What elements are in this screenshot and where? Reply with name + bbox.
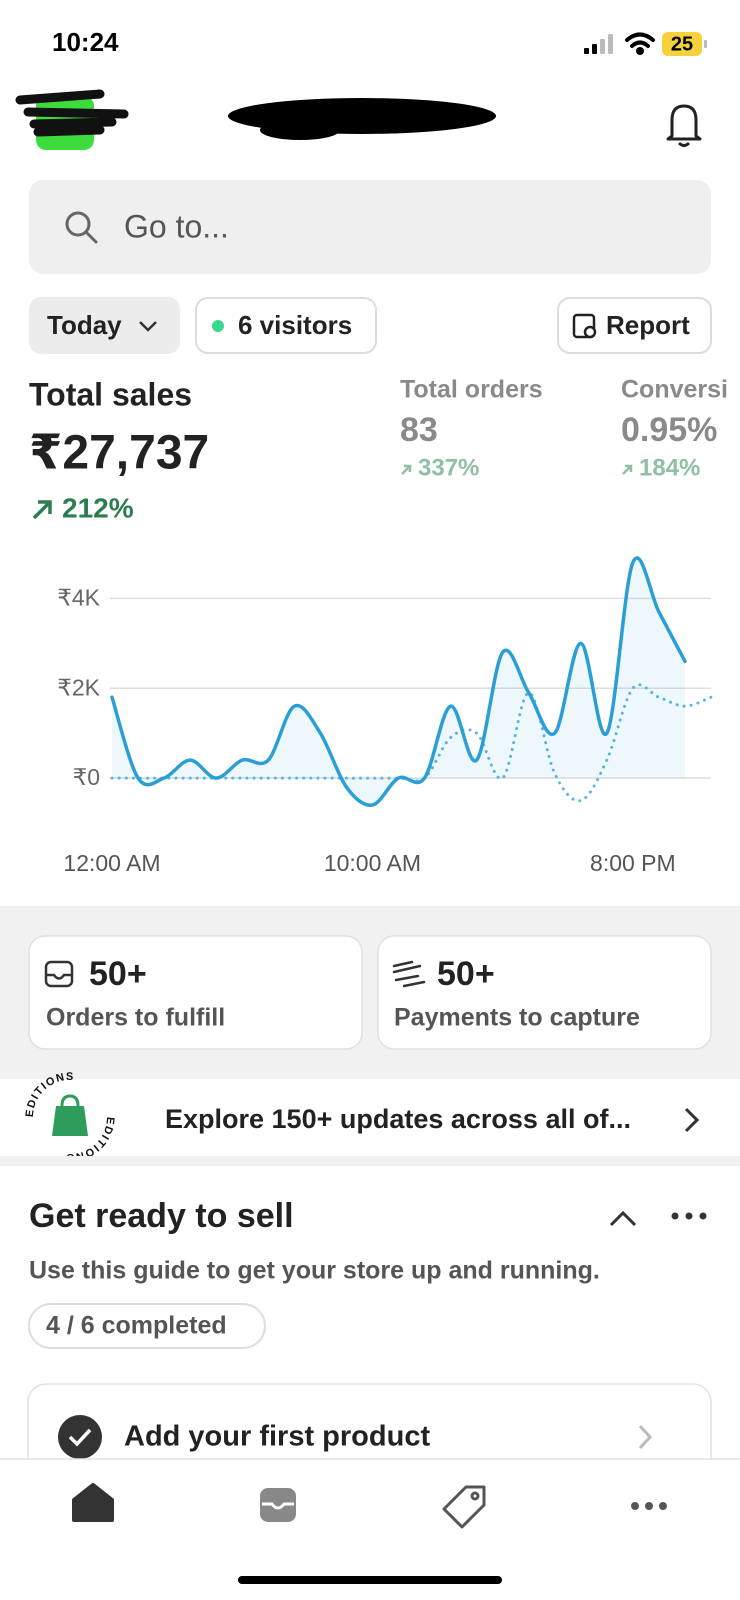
period-filter[interactable]: Today xyxy=(29,297,180,354)
visitors-label: 6 visitors xyxy=(238,310,352,340)
metric-change: 337% xyxy=(418,454,479,481)
metric-change-arrow xyxy=(401,464,412,475)
task-card[interactable]: 50+ Payments to capture xyxy=(377,935,712,1050)
metric-value: ₹27,737 xyxy=(29,427,209,480)
y-tick-label: ₹4K xyxy=(57,584,100,610)
metric-change-arrow xyxy=(622,464,633,475)
metric-change-arrow xyxy=(32,500,52,520)
step-label: Add your first product xyxy=(124,1421,430,1453)
task-card[interactable]: 50+ Orders to fulfill xyxy=(28,935,363,1050)
x-tick-label: 10:00 AM xyxy=(324,850,421,876)
metric-card[interactable]: Total orders 83 337% xyxy=(400,376,543,482)
search-placeholder: Go to... xyxy=(124,208,229,244)
more-tab[interactable] xyxy=(631,1502,667,1510)
store-logo[interactable] xyxy=(15,89,129,150)
home-indicator xyxy=(238,1576,502,1584)
progress-chip: 4 / 6 completed xyxy=(28,1303,266,1349)
battery-level: 25 xyxy=(671,33,693,55)
battery-cap xyxy=(704,40,707,48)
period-label: Today xyxy=(47,310,122,340)
battery-icon xyxy=(662,32,702,56)
divider xyxy=(0,1156,740,1166)
x-tick-label: 8:00 PM xyxy=(590,850,676,876)
products-tab[interactable] xyxy=(442,1485,486,1529)
signal-icon xyxy=(584,34,613,54)
more-button[interactable] xyxy=(671,1212,707,1220)
search-bar[interactable]: Go to... xyxy=(29,180,711,274)
status-time: 10:24 xyxy=(52,27,119,57)
home-tab[interactable] xyxy=(72,1483,114,1522)
orders-tab[interactable] xyxy=(260,1488,296,1522)
banner-text: Explore 150+ updates across all of... xyxy=(165,1104,631,1134)
metric-change: 212% xyxy=(62,492,134,523)
notifications-button[interactable] xyxy=(666,104,702,147)
task-label: Orders to fulfill xyxy=(46,1004,225,1032)
redacted-store-name xyxy=(228,98,496,140)
metric-card[interactable]: Conversi 0.95% 184% xyxy=(621,376,728,482)
metric-value: 0.95% xyxy=(621,411,717,449)
task-count: 50+ xyxy=(89,955,147,993)
series-area xyxy=(112,557,685,806)
metric-value: 83 xyxy=(400,411,438,449)
task-label: Payments to capture xyxy=(394,1004,640,1032)
report-label: Report xyxy=(606,310,690,340)
visitors-chip[interactable]: 6 visitors xyxy=(195,297,377,354)
editions-banner[interactable]: EDITIONS EDITIONS Explore 150+ updates a… xyxy=(0,1071,740,1163)
guide-title: Get ready to sell xyxy=(29,1197,294,1235)
wifi-icon xyxy=(625,32,655,55)
report-button[interactable]: Report xyxy=(557,297,712,354)
metric-label: Conversi xyxy=(621,376,728,404)
x-tick-label: 12:00 AM xyxy=(63,850,160,876)
series-line xyxy=(110,556,687,807)
y-tick-label: ₹2K xyxy=(57,674,100,700)
guide-subtitle: Use this guide to get your store up and … xyxy=(29,1257,600,1285)
progress-label: 4 / 6 completed xyxy=(46,1312,227,1340)
metric-label: Total orders xyxy=(400,376,543,404)
metric-change: 184% xyxy=(639,454,700,481)
task-count: 50+ xyxy=(437,955,495,993)
sales-chart: ₹0 ₹2K ₹4K 12:00 AM 10:00 AM 8:00 PM xyxy=(57,556,713,876)
metric-label: Total sales xyxy=(29,376,192,412)
y-tick-label: ₹0 xyxy=(73,764,100,790)
collapse-button[interactable] xyxy=(609,1210,637,1227)
